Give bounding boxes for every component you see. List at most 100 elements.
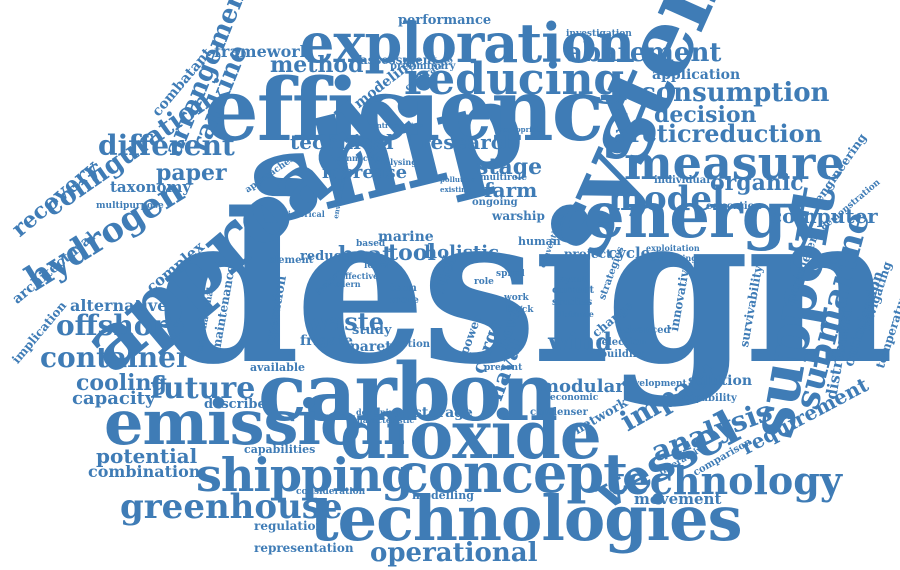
word-multipurpose: multipurpose	[96, 201, 164, 211]
word-potential: potential	[96, 444, 198, 468]
word-development: development	[622, 379, 687, 389]
word-project: project	[564, 247, 612, 261]
word-exploration: exploration	[300, 11, 635, 75]
word-describe: describe	[204, 397, 266, 412]
word-term: term	[390, 283, 417, 294]
word-measure: measure	[624, 136, 845, 190]
word-offshore: offshore	[56, 309, 186, 342]
word-investigation: investigation	[566, 29, 632, 39]
word-technologies: technologies	[310, 482, 743, 555]
word-reducing: reducing	[404, 54, 625, 105]
word-waste: waste	[308, 307, 385, 336]
word-spiral: spiral	[496, 269, 525, 279]
word-present: present	[484, 363, 523, 373]
word-capability: capability	[682, 393, 737, 404]
word-arcticreduction: arcticreduction	[614, 119, 823, 148]
word-future: future	[150, 371, 256, 406]
word-stage: stage	[476, 154, 543, 180]
word-block: block	[506, 305, 534, 315]
word-farm: farm	[484, 178, 538, 202]
word-characteristic: characteristic	[352, 415, 415, 425]
word-framework: framework	[214, 42, 311, 61]
word-historical: historical	[282, 209, 325, 219]
word-efficiency: efficiency	[204, 60, 652, 161]
word-condenser: condenser	[530, 407, 588, 418]
word-lower: lower	[364, 261, 392, 271]
word-alternative: alternative	[70, 296, 168, 315]
word-emission: emission	[104, 386, 405, 459]
word-capabilities: capabilities	[244, 443, 316, 456]
word-pareto: pareto	[350, 339, 401, 355]
word-warship: warship	[492, 209, 545, 223]
word-paper: paper	[156, 160, 227, 186]
word-container: container	[40, 341, 191, 374]
word-performance: performance	[398, 13, 492, 28]
word-modern: modern	[326, 279, 361, 289]
word-multirole: multirole	[480, 173, 527, 183]
word-concept: concept	[396, 441, 628, 505]
word-carbon: carbon	[258, 345, 558, 439]
word-advanced: advanced	[618, 325, 671, 336]
word-examining: examining	[650, 253, 697, 263]
word-greenhouse: greenhouse	[120, 487, 343, 527]
word-operational: operational	[370, 538, 538, 568]
word-abatement: abatement	[566, 38, 722, 68]
word-analysing: analysing	[374, 157, 417, 167]
word-option: option	[394, 339, 431, 350]
word-studies: studies	[552, 297, 593, 308]
word-assessment: assessment	[360, 53, 438, 67]
word-pollution: pollution	[440, 175, 476, 184]
word-movement: movement	[634, 490, 722, 508]
word-heat: heat	[338, 242, 393, 268]
word-based: based	[356, 239, 386, 249]
word-shipping: shipping	[196, 448, 413, 502]
word-organic: organic	[710, 170, 804, 196]
word-effective: effective	[340, 271, 379, 281]
word-holistic: holistic	[424, 242, 500, 263]
word-available: available	[250, 361, 305, 374]
word-reduce: reduce	[300, 249, 350, 264]
word-different: different	[98, 129, 235, 162]
word-work: work	[504, 293, 529, 303]
word-modular: modular	[540, 376, 625, 397]
word-application: application	[652, 67, 741, 83]
word-building: building	[600, 349, 647, 360]
word-regulation: regulation	[254, 519, 325, 533]
word-element: element	[268, 255, 314, 266]
word-technical: technical	[290, 130, 394, 154]
word-modelling: modelling	[412, 489, 474, 502]
word-technology: technology	[608, 458, 842, 503]
word-decision: decision	[654, 102, 757, 128]
word-solution: solution	[688, 373, 753, 389]
word-representation: representation	[254, 541, 354, 555]
word-research: research	[420, 130, 518, 154]
word-frigate: frigate	[300, 333, 353, 349]
word-storage: storage	[414, 405, 473, 421]
word-cycle: cycle	[608, 244, 651, 262]
word-ongoing: ongoing	[472, 197, 518, 208]
word-computer: computer	[770, 204, 878, 228]
word-distance: distance	[556, 309, 594, 319]
word-consideration: consideration	[296, 487, 366, 497]
word-current: current	[552, 285, 595, 296]
word-introduction: introduction	[374, 121, 424, 130]
word-existing: existing	[440, 185, 472, 194]
word-designing: designing	[356, 407, 401, 417]
word-more: more	[390, 295, 419, 306]
word-exploitation: exploitation	[646, 243, 700, 253]
word-energy: energy	[584, 178, 823, 253]
word-individual: individual	[654, 175, 711, 186]
word-dioxide: dioxide	[340, 396, 602, 474]
word-economic: economic	[550, 393, 599, 403]
word-connection: connection	[336, 153, 386, 163]
word-design: design	[156, 168, 894, 410]
word-method: method	[270, 52, 364, 78]
word-consumption: consumption	[640, 78, 830, 108]
word-marine: marine	[378, 229, 434, 245]
word-tool: tool	[388, 240, 436, 266]
word-study: study	[352, 323, 392, 338]
word-selection: selection	[596, 337, 647, 348]
word-model: model	[608, 179, 725, 219]
word-wind: wind	[548, 327, 613, 356]
